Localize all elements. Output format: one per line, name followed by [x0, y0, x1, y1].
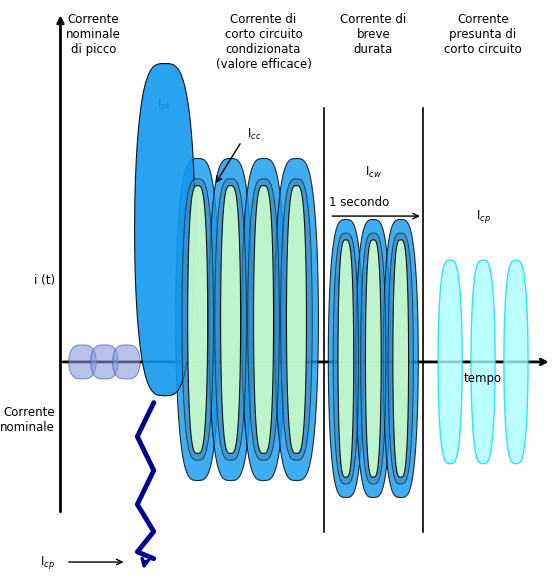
Text: Corrente
presunta di
corto circuito: Corrente presunta di corto circuito	[444, 13, 522, 55]
Polygon shape	[188, 186, 208, 454]
Polygon shape	[254, 186, 273, 454]
Polygon shape	[383, 220, 418, 498]
Polygon shape	[241, 158, 286, 481]
Polygon shape	[287, 186, 306, 454]
Polygon shape	[274, 158, 319, 481]
Text: I$_{cw}$: I$_{cw}$	[365, 164, 382, 180]
Polygon shape	[361, 233, 386, 484]
Text: Corrente
nominale
di picco: Corrente nominale di picco	[66, 13, 121, 55]
Polygon shape	[248, 179, 279, 460]
Polygon shape	[333, 233, 358, 484]
Polygon shape	[366, 240, 381, 477]
Polygon shape	[176, 158, 220, 481]
Polygon shape	[356, 220, 391, 498]
Text: Corrente di
breve
durata: Corrente di breve durata	[340, 13, 407, 55]
Polygon shape	[504, 260, 528, 464]
Polygon shape	[393, 240, 409, 477]
Text: I$_{pk}$: I$_{pk}$	[157, 95, 172, 113]
Polygon shape	[134, 64, 195, 396]
Polygon shape	[281, 179, 312, 460]
Polygon shape	[182, 179, 213, 460]
Text: I$_{cc}$: I$_{cc}$	[247, 127, 262, 142]
Polygon shape	[91, 345, 118, 379]
Polygon shape	[113, 345, 140, 379]
Text: Corrente di
corto circuito
condizionata
(valore efficace): Corrente di corto circuito condizionata …	[216, 13, 311, 71]
Polygon shape	[471, 260, 495, 464]
Polygon shape	[221, 186, 241, 454]
Text: 1 secondo: 1 secondo	[329, 196, 390, 209]
Text: tempo: tempo	[464, 372, 502, 386]
Text: i (t): i (t)	[34, 274, 55, 287]
Polygon shape	[388, 233, 413, 484]
Polygon shape	[338, 240, 354, 477]
Text: I$_{cp}$: I$_{cp}$	[475, 208, 491, 225]
Polygon shape	[328, 220, 363, 498]
Polygon shape	[69, 345, 96, 379]
Polygon shape	[438, 260, 462, 464]
Text: Corrente
nominale: Corrente nominale	[0, 406, 55, 434]
Text: I$_{cp}$: I$_{cp}$	[40, 554, 55, 570]
Polygon shape	[209, 158, 253, 481]
Polygon shape	[215, 179, 246, 460]
